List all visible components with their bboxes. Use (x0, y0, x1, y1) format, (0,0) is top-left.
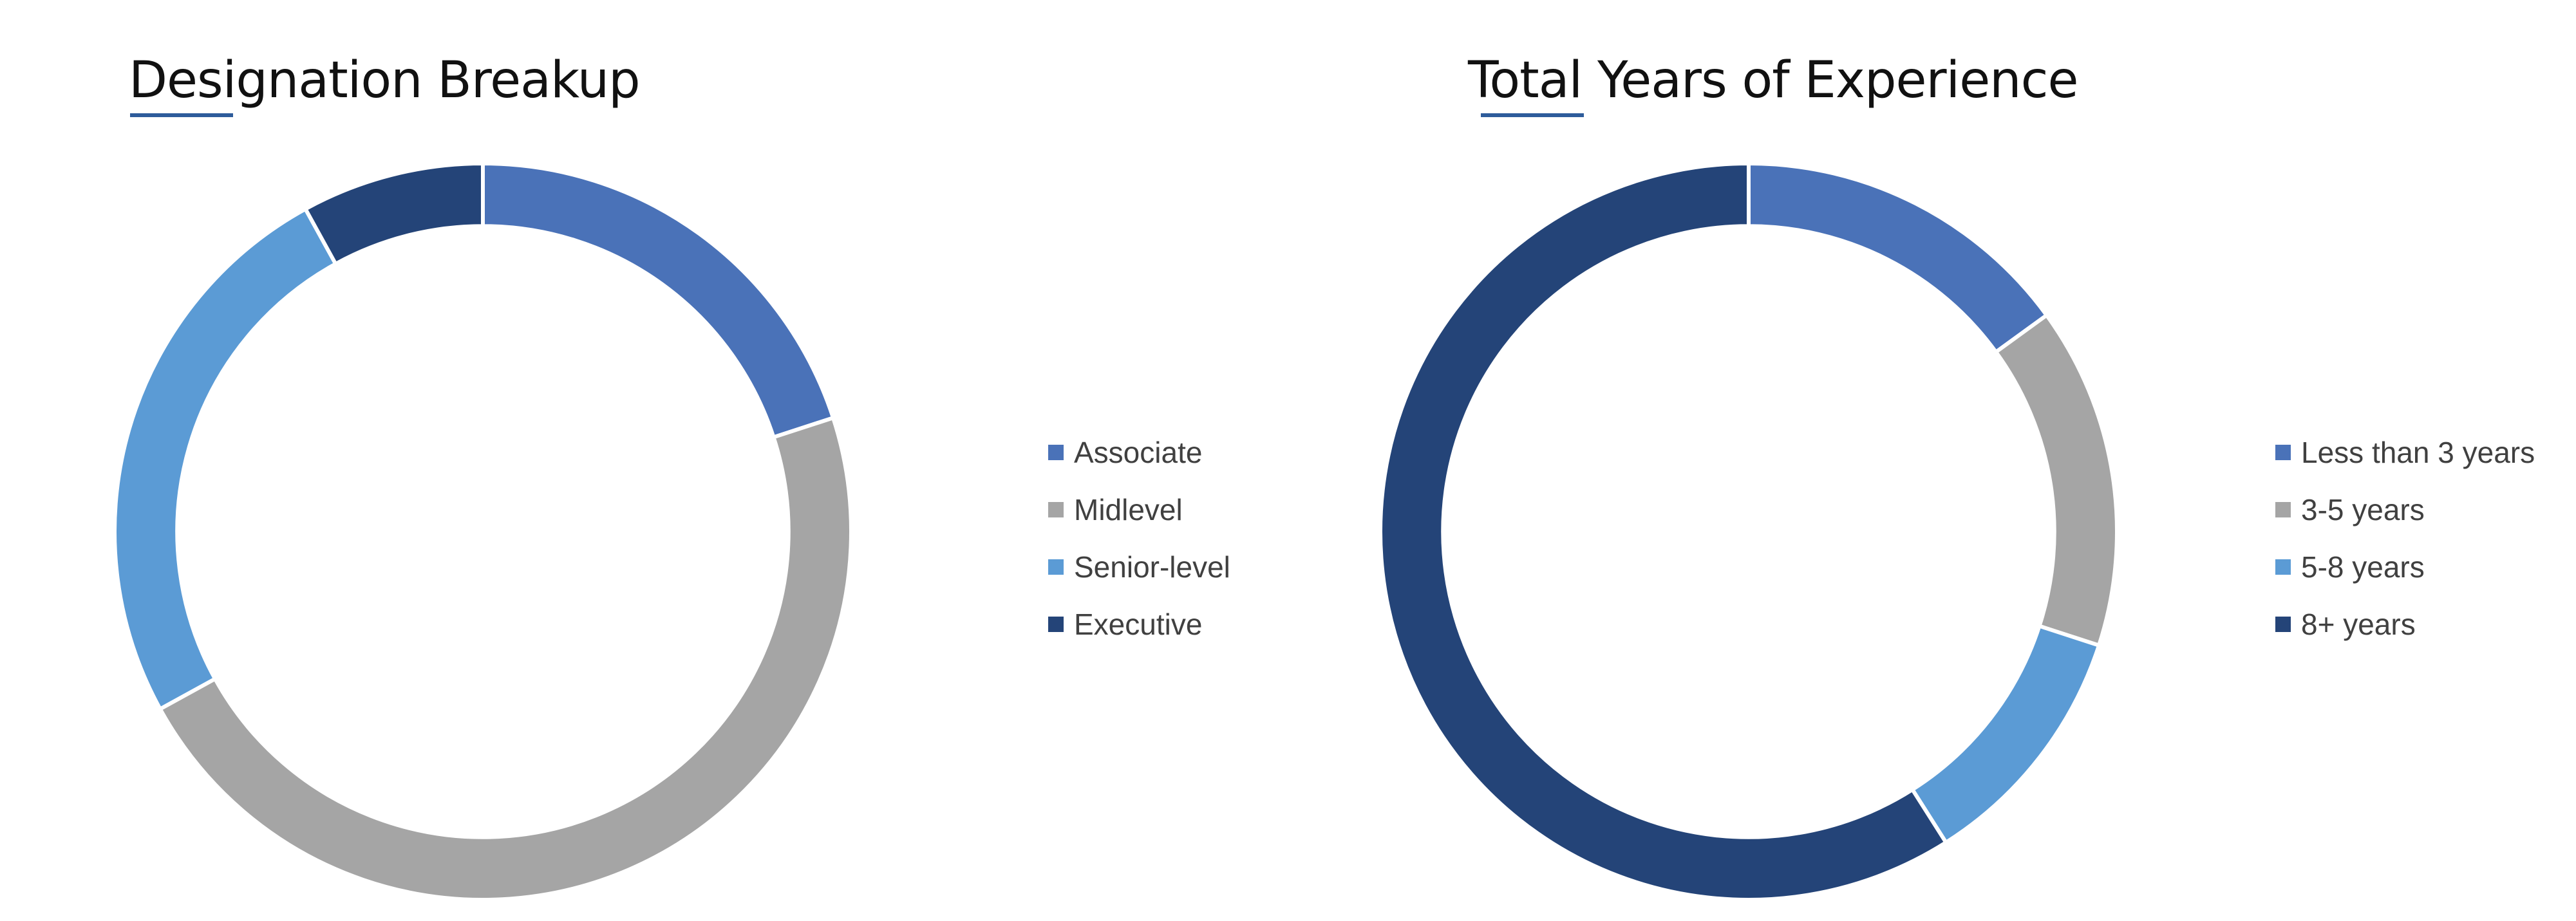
legend-swatch-5-8-years (2275, 559, 2291, 575)
designation-donut-chart (113, 162, 853, 902)
legend-swatch-midlevel (1048, 501, 1064, 517)
legend-label-8-plus-years: 8+ years (2301, 607, 2416, 641)
designation-chart-title: Designation Breakup (129, 51, 641, 109)
legend-item-3-5-years: 3-5 years (2275, 481, 2535, 538)
experience-legend: Less than 3 years 3-5 years 5-8 years 8+… (2275, 423, 2535, 653)
slice-less-than-3-years (1747, 162, 2049, 354)
slice-associate (481, 162, 835, 440)
legend-swatch-senior-level (1048, 559, 1064, 575)
legend-item-5-8-years: 5-8 years (2275, 538, 2535, 595)
legend-swatch-associate (1048, 444, 1064, 460)
legend-swatch-8-plus-years (2275, 616, 2291, 632)
legend-label-executive: Executive (1074, 607, 1203, 641)
experience-donut-chart (1378, 162, 2119, 902)
legend-label-5-8-years: 5-8 years (2301, 550, 2425, 584)
legend-swatch-less-than-3-years (2275, 444, 2291, 460)
slice-executive (303, 162, 485, 266)
legend-swatch-3-5-years (2275, 501, 2291, 517)
legend-item-midlevel: Midlevel (1048, 481, 1230, 538)
legend-item-senior-level: Senior-level (1048, 538, 1230, 595)
slice-midlevel (158, 416, 853, 902)
legend-label-midlevel: Midlevel (1074, 492, 1183, 526)
designation-title-underline (130, 113, 233, 117)
legend-item-8-plus-years: 8+ years (2275, 595, 2535, 653)
slice-8plus-years (1378, 162, 1948, 902)
legend-item-less-than-3-years: Less than 3 years (2275, 423, 2535, 481)
designation-legend: Associate Midlevel Senior-level Executiv… (1048, 423, 1230, 653)
experience-chart-title: Total Years of Experience (1468, 51, 2078, 109)
legend-label-senior-level: Senior-level (1074, 550, 1230, 584)
slice-3-5-years (1994, 313, 2119, 647)
legend-label-less-than-3-years: Less than 3 years (2301, 435, 2535, 469)
legend-label-3-5-years: 3-5 years (2301, 492, 2425, 526)
legend-label-associate: Associate (1074, 435, 1203, 469)
experience-title-underline (1481, 113, 1584, 117)
experience-chart-panel: Total Years of Experience Less than 3 ye… (1288, 0, 2576, 921)
slice-senior-level (113, 207, 338, 711)
slice-5-8-years (1910, 624, 2101, 844)
legend-item-executive: Executive (1048, 595, 1230, 653)
designation-chart-panel: Designation Breakup Associate Midlevel S… (113, 51, 1230, 902)
legend-swatch-executive (1048, 616, 1064, 632)
legend-item-associate: Associate (1048, 423, 1230, 481)
